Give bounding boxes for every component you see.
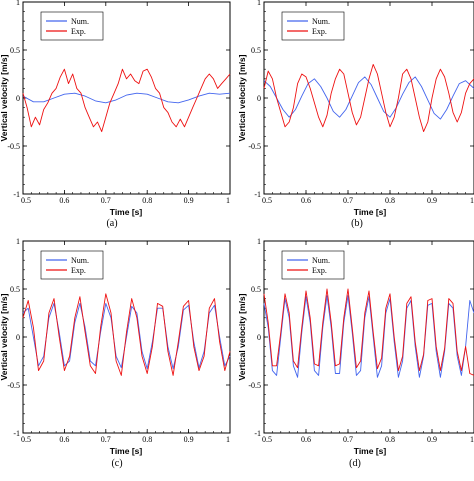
series-lines [263, 63, 474, 133]
legend: Num.Exp. [40, 11, 104, 41]
y-tick-label: 0 [16, 94, 20, 103]
x-tick-labels: 0.5 0.6 0.7 0.8 0.9 1 [21, 241, 231, 444]
x-axis-label: Time [s] [110, 446, 143, 456]
panel-b: 0.5 0.6 0.7 0.8 0.9 1 -1 -0.5 0 0.5 1 Num.Exp. Ti… [237, 0, 474, 229]
legend-box [281, 11, 345, 41]
y-tick-label: -0.5 [7, 381, 20, 390]
x-tick-label: 0.6 [59, 196, 69, 205]
x-tick-label: 0.7 [343, 435, 353, 444]
x-axis-label: Time [s] [354, 207, 387, 217]
panel-a: 0.5 0.6 0.7 0.8 0.9 1 -1 -0.5 0 0.5 1 Num.Exp. Ti… [0, 0, 231, 229]
y-tick-label: 0.5 [10, 285, 20, 294]
x-tick-labels: 0.5 0.6 0.7 0.8 0.9 1 [262, 241, 474, 444]
y-tick-label: 1 [16, 0, 20, 7]
y-tick-label: 1 [257, 0, 261, 7]
y-tick-label: 0 [257, 94, 261, 103]
y-tick-labels: -1 -0.5 0 0.5 1 [248, 0, 474, 199]
legend: Num.Exp. [281, 11, 345, 41]
y-tick-label: -0.5 [248, 381, 261, 390]
x-tick-label: 1 [470, 196, 474, 205]
legend: Num.Exp. [40, 250, 104, 280]
legend-label: Exp. [312, 27, 327, 36]
x-tick-label: 0.7 [101, 435, 111, 444]
legend-label: Exp. [71, 27, 86, 36]
y-tick-labels: -1 -0.5 0 0.5 1 [248, 237, 474, 438]
legend-label: Num. [71, 256, 89, 265]
series-lines [22, 293, 231, 376]
x-tick-label: 0.9 [427, 435, 437, 444]
y-tick-label: 0 [257, 333, 261, 342]
x-tick-label: 1 [226, 196, 230, 205]
y-tick-label: 0.5 [251, 46, 261, 55]
legend: Num.Exp. [281, 250, 345, 280]
y-tick-label: 0 [16, 333, 20, 342]
x-tick-label: 0.5 [21, 196, 31, 205]
series-line-exp [263, 288, 474, 376]
legend-box [40, 250, 104, 280]
series-lines [263, 288, 474, 378]
x-tick-labels: 0.5 0.6 0.7 0.8 0.9 1 [262, 2, 474, 205]
y-tick-label: -1 [254, 190, 261, 199]
x-tick-label: 0.8 [385, 196, 395, 205]
x-tick-label: 0.9 [184, 435, 194, 444]
x-axis-label: Time [s] [354, 446, 387, 456]
x-tick-label: 0.9 [427, 196, 437, 205]
x-tick-label: 0.8 [142, 435, 152, 444]
x-tick-label: 0.7 [101, 196, 111, 205]
x-tick-labels: 0.5 0.6 0.7 0.8 0.9 1 [21, 2, 231, 205]
x-tick-label: 0.6 [301, 435, 311, 444]
series-line-exp [22, 293, 231, 376]
y-axis-label: Vertical velocity [m/s] [237, 54, 247, 141]
x-tick-label: 0.5 [262, 196, 272, 205]
legend-label: Exp. [312, 266, 327, 275]
panel-label: (a) [106, 218, 117, 229]
x-tick-label: 0.9 [184, 196, 194, 205]
y-tick-label: -0.5 [7, 142, 20, 151]
legend-label: Num. [312, 17, 330, 26]
x-tick-label: 0.7 [343, 196, 353, 205]
series-lines [22, 68, 231, 133]
x-tick-label: 1 [226, 435, 230, 444]
y-axis-label: Vertical velocity [m/s] [0, 293, 9, 380]
y-tick-label: 1 [257, 237, 261, 246]
series-line-exp [263, 63, 474, 133]
x-tick-label: 0.6 [301, 196, 311, 205]
panel-label: (d) [349, 458, 361, 469]
y-tick-label: 0.5 [10, 46, 20, 55]
legend-box [40, 11, 104, 41]
x-tick-label: 0.8 [142, 196, 152, 205]
y-tick-label: -0.5 [248, 142, 261, 151]
y-tick-label: -1 [13, 429, 20, 438]
legend-box [281, 250, 345, 280]
y-tick-label: -1 [13, 190, 20, 199]
series-line-num [22, 92, 231, 104]
y-tick-label: 1 [16, 237, 20, 246]
y-axis-label: Vertical velocity [m/s] [237, 293, 247, 380]
y-tick-label: 0.5 [251, 285, 261, 294]
x-tick-label: 0.6 [59, 435, 69, 444]
x-tick-label: 0.5 [21, 435, 31, 444]
legend-label: Num. [312, 256, 330, 265]
panel-d: 0.5 0.6 0.7 0.8 0.9 1 -1 -0.5 0 0.5 1 Num.Exp. Ti… [237, 237, 474, 469]
series-line-num [263, 295, 474, 378]
legend-label: Exp. [71, 266, 86, 275]
y-tick-label: -1 [254, 429, 261, 438]
panel-c: 0.5 0.6 0.7 0.8 0.9 1 -1 -0.5 0 0.5 1 Num.Exp. Ti… [0, 237, 231, 469]
y-axis-label: Vertical velocity [m/s] [0, 54, 9, 141]
series-line-num [22, 302, 231, 370]
x-tick-label: 0.8 [385, 435, 395, 444]
x-axis-label: Time [s] [110, 207, 143, 217]
series-line-exp [22, 68, 231, 133]
panel-label: (b) [351, 218, 363, 229]
series-line-num [263, 76, 474, 120]
y-tick-labels: -1 -0.5 0 0.5 1 [7, 237, 230, 438]
x-tick-label: 0.5 [262, 435, 272, 444]
x-tick-label: 1 [470, 435, 474, 444]
legend-label: Num. [71, 17, 89, 26]
panel-label: (c) [111, 458, 122, 469]
